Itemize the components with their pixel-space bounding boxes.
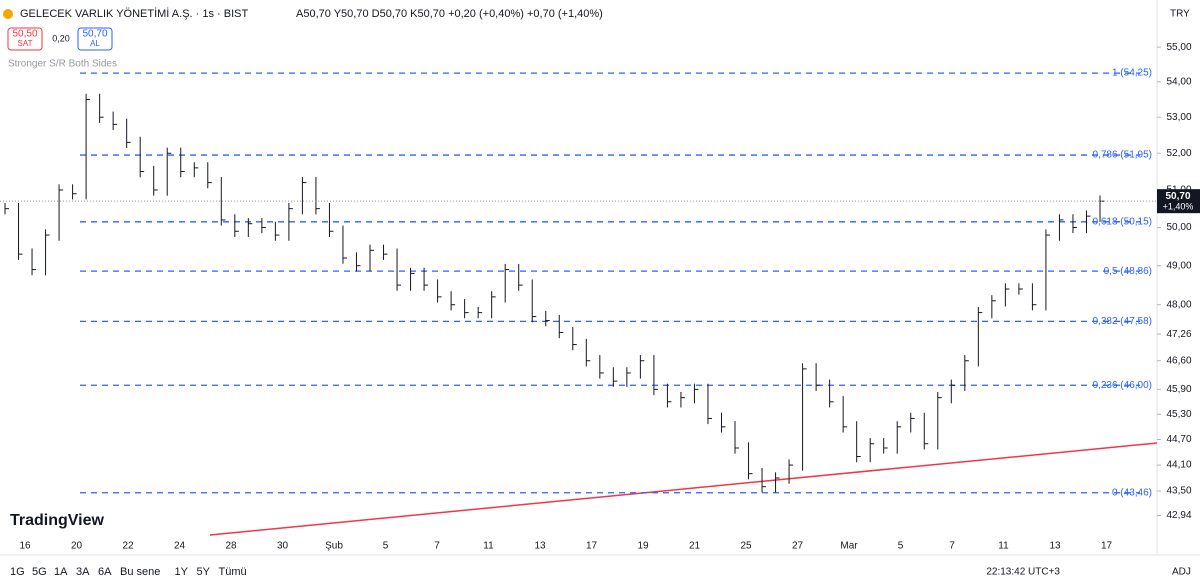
y-tick-label: 48,00: [1166, 299, 1191, 310]
fib-label: 0,618 (50,15): [1093, 216, 1153, 227]
x-tick-label: 16: [19, 541, 31, 552]
x-tick-label: 21: [689, 541, 701, 552]
x-tick-label: 28: [225, 541, 237, 552]
x-tick-label: 11: [998, 541, 1009, 552]
fib-label: 0 (43,46): [1112, 487, 1152, 498]
y-tick-label: 55,00: [1166, 42, 1191, 53]
y-tick-label: 52,00: [1166, 148, 1191, 159]
brand: TradingView: [10, 512, 105, 529]
spread: 0,20: [52, 33, 70, 43]
x-tick-label: 5: [898, 541, 904, 552]
range-button[interactable]: Bu sene: [120, 566, 160, 578]
x-tick-label: 24: [174, 541, 186, 552]
x-tick-label: 7: [949, 541, 955, 552]
buy-label: AL: [90, 39, 100, 48]
x-tick-label: 13: [534, 541, 546, 552]
last-price-badge: [1157, 189, 1200, 214]
x-tick-label: Mar: [840, 541, 858, 552]
fib-label: 0,382 (47,58): [1093, 316, 1153, 327]
buy-button[interactable]: [77, 27, 113, 51]
clock: 22:13:42 UTC+3: [986, 567, 1060, 578]
last-change: +1,40%: [1163, 202, 1194, 212]
x-tick-label: Şub: [325, 541, 343, 552]
sell-button[interactable]: [7, 27, 43, 51]
fib-label: 0,786 (51,95): [1093, 150, 1153, 161]
y-tick-label: 44,10: [1166, 460, 1191, 471]
currency[interactable]: TRY: [1170, 9, 1190, 20]
range-button[interactable]: 5Y: [197, 566, 211, 578]
y-tick-label: 49,00: [1166, 260, 1191, 271]
y-tick-label: 45,30: [1166, 409, 1191, 420]
y-tick-label: 45,90: [1166, 384, 1191, 395]
range-button[interactable]: 1A: [54, 566, 68, 578]
y-tick-label: 53,00: [1166, 112, 1191, 123]
ohlc: A50,70 Y50,70 D50,70 K50,70 +0,20 (+0,40…: [296, 8, 603, 20]
fib-label: 0,236 (46,00): [1093, 380, 1153, 391]
x-tick-label: 11: [483, 541, 494, 552]
adj[interactable]: ADJ: [1172, 567, 1191, 578]
y-tick-label: 44,70: [1166, 434, 1191, 445]
y-tick-label: 54,00: [1166, 76, 1191, 87]
indicator: Stronger S/R Both Sides: [8, 59, 117, 70]
buy-price: 50,70: [82, 29, 107, 40]
y-tick-label: 47,26: [1166, 329, 1191, 340]
y-tick-label: 46,60: [1166, 355, 1191, 366]
range-button[interactable]: 5G: [32, 566, 47, 578]
trend-line: [209, 442, 1158, 536]
x-tick-label: 27: [792, 541, 804, 552]
x-tick-label: 22: [122, 541, 134, 552]
x-tick-label: 7: [434, 541, 440, 552]
sell-price: 50,50: [12, 29, 37, 40]
sell-label: SAT: [18, 39, 33, 48]
x-tick-label: 19: [637, 541, 649, 552]
range-button[interactable]: Tümü: [219, 566, 247, 578]
x-tick-label: 30: [277, 541, 289, 552]
x-tick-label: 17: [586, 541, 598, 552]
x-tick-label: 13: [1049, 541, 1061, 552]
x-tick-label: 25: [740, 541, 752, 552]
x-tick-label: 5: [383, 541, 389, 552]
range-button[interactable]: 1Y: [175, 566, 189, 578]
y-tick-label: 50,00: [1166, 222, 1191, 233]
y-tick-label: 42,94: [1166, 510, 1191, 521]
fib-label: 1 (54,25): [1112, 68, 1152, 79]
range-button[interactable]: 1G: [10, 566, 25, 578]
range-button[interactable]: 3A: [76, 566, 90, 578]
x-tick-label: 20: [71, 541, 83, 552]
x-tick-label: 17: [1101, 541, 1113, 552]
y-tick-label: 43,50: [1166, 486, 1191, 497]
last-price: 50,70: [1165, 191, 1190, 202]
fib-label: 0,5 (48,86): [1104, 266, 1152, 277]
range-button[interactable]: 6A: [98, 566, 112, 578]
symbol-logo: [3, 9, 13, 19]
symbol: GELECEK VARLIK YÖNETİMİ A.Ş. · 1s · BIST: [20, 7, 248, 20]
